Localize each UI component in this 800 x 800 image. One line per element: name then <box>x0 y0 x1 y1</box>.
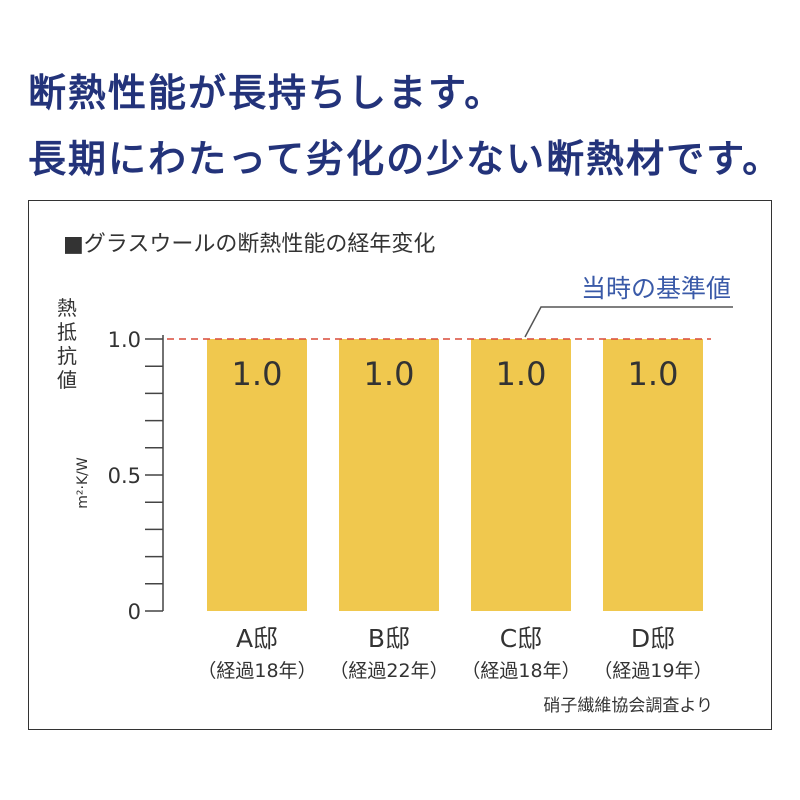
category-note: （経過19年） <box>593 660 712 682</box>
category-note: （経過18年） <box>461 660 580 682</box>
bar-value-label: 1.0 <box>628 355 679 393</box>
y-tick-label: 1.0 <box>108 328 141 352</box>
bar <box>471 339 571 611</box>
source-note: 硝子繊維協会調査より <box>543 696 713 716</box>
category-note: （経過18年） <box>197 660 316 682</box>
y-tick-label: 0.5 <box>108 464 141 488</box>
category-label: A邸 <box>236 624 278 653</box>
bar <box>339 339 439 611</box>
headline-line-1: 断熱性能が長持ちします。 <box>28 71 505 115</box>
bar <box>603 339 703 611</box>
category-label: C邸 <box>500 624 542 653</box>
y-axis-unit: m²·K/W <box>75 457 91 509</box>
y-axis: 0 0.5 1.0 <box>108 328 164 624</box>
y-axis-label-char: 熱 <box>57 296 77 320</box>
bars: 1.0 1.0 1.0 1.0 <box>207 339 703 611</box>
bar <box>207 339 307 611</box>
y-axis-label-char: 抵 <box>57 320 77 344</box>
bar-value-label: 1.0 <box>364 355 415 393</box>
headline-line-2: 長期にわたって劣化の少ない断熱材です。 <box>28 137 783 181</box>
chart-frame: ■グラスウールの断熱性能の経年変化 熱抵抗値 m²·K/W 当時の基準値 硝子繊… <box>28 200 772 730</box>
y-axis-label-char: 値 <box>57 368 77 392</box>
x-axis-categories: A邸 （経過18年） B邸 （経過22年） C邸 （経過18年） D邸 （経過19年） <box>197 624 712 682</box>
reference-leader-line <box>524 306 733 338</box>
category-note: （経過22年） <box>329 660 448 682</box>
reference <box>167 306 733 340</box>
bar-value-label: 1.0 <box>232 355 283 393</box>
y-axis-label-char: 抗 <box>57 344 77 368</box>
chart-title: ■グラスウールの断熱性能の経年変化 <box>63 232 435 257</box>
y-tick-label: 0 <box>128 600 141 624</box>
reference-line-label: 当時の基準値 <box>581 274 731 303</box>
category-label: B邸 <box>368 624 410 653</box>
bar-value-label: 1.0 <box>496 355 547 393</box>
category-label: D邸 <box>631 624 675 653</box>
